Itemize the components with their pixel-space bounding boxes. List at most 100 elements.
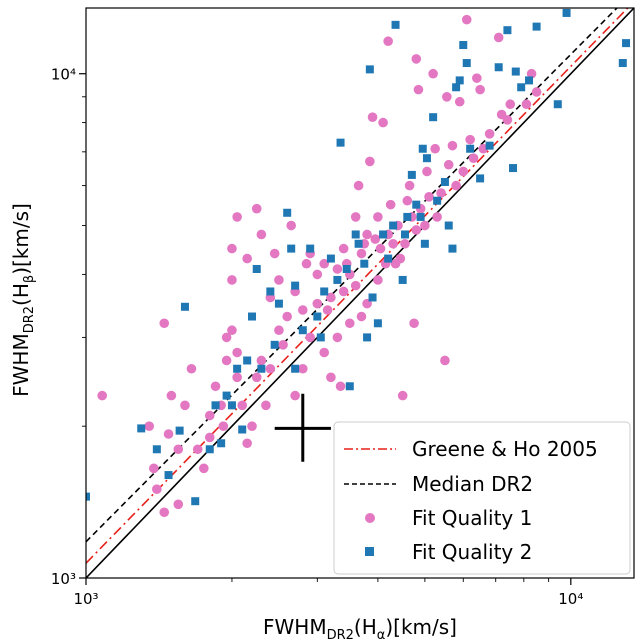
fit-quality-1-point	[227, 275, 237, 285]
fit-quality-1-point	[388, 238, 398, 249]
fit-quality-1-point	[367, 112, 378, 122]
fit-quality-2-point	[398, 275, 407, 284]
fit-quality-2-point	[476, 174, 485, 183]
fit-quality-1-point	[319, 347, 330, 358]
fit-quality-1-point	[526, 68, 537, 79]
fit-quality-2-point	[345, 382, 354, 391]
fit-quality-2-point	[494, 63, 503, 72]
fit-quality-1-point	[373, 212, 383, 222]
fit-quality-2-point	[433, 196, 442, 205]
fit-quality-1-point	[502, 115, 513, 125]
fit-quality-2-point	[525, 76, 534, 85]
x-tick-label: 10³	[73, 590, 98, 608]
fit-quality-1-point	[400, 238, 410, 249]
fit-quality-1-point	[322, 305, 333, 315]
fit-quality-1-point	[505, 99, 516, 110]
fit-quality-1-point	[149, 463, 159, 474]
fit-quality-1-point	[163, 429, 174, 439]
fit-quality-1-point	[350, 280, 361, 291]
fit-quality-2-point	[191, 497, 200, 506]
legend-marker-fit-quality-2	[365, 547, 374, 556]
fit-quality-1-point	[218, 421, 229, 431]
fit-quality-1-point	[297, 363, 308, 374]
fit-quality-1-point	[436, 188, 446, 198]
fit-quality-1-point	[256, 355, 267, 366]
fit-quality-2-point	[455, 76, 464, 85]
fit-quality-2-point	[503, 26, 512, 35]
fit-quality-2-point	[618, 59, 627, 68]
fit-quality-1-point	[232, 212, 242, 222]
fit-quality-1-point	[362, 229, 372, 240]
fit-quality-2-point	[459, 41, 468, 50]
fit-quality-1-point	[256, 229, 267, 240]
fit-quality-2-point	[517, 83, 526, 92]
x-axis-label: FWHMDR2(Hα)[km/s]	[263, 615, 457, 643]
fit-quality-1-point	[286, 220, 296, 231]
fit-quality-2-point	[418, 144, 427, 153]
fit-quality-1-point	[192, 444, 203, 455]
legend-label-greene-ho: Greene & Ho 2005	[412, 437, 598, 461]
fit-quality-1-point	[232, 347, 242, 358]
fit-quality-2-point	[336, 138, 345, 147]
fit-quality-2-point	[238, 425, 247, 434]
fit-quality-1-point	[326, 292, 336, 303]
fit-quality-1-point	[227, 325, 237, 336]
fit-quality-2-point	[291, 281, 300, 290]
fit-quality-1-point	[251, 203, 262, 214]
fit-quality-2-point	[403, 212, 412, 221]
fit-quality-2-point	[211, 401, 220, 410]
fit-quality-1-point	[468, 153, 479, 163]
fit-quality-1-point	[326, 372, 336, 383]
fit-quality-1-point	[432, 212, 442, 222]
fit-quality-1-point	[312, 269, 323, 280]
fit-quality-1-point	[454, 96, 465, 107]
fit-quality-1-point	[173, 499, 184, 510]
fit-quality-1-point	[232, 372, 242, 383]
fit-quality-2-point	[389, 221, 398, 230]
fit-quality-1-point	[493, 32, 504, 43]
legend-marker-fit-quality-1	[365, 513, 375, 523]
fit-quality-1-point	[397, 390, 408, 401]
fit-quality-1-point	[356, 311, 367, 322]
fit-quality-1-point	[447, 140, 458, 151]
fit-quality-1-point	[422, 166, 432, 177]
fit-quality-1-point	[430, 143, 440, 154]
fit-quality-1-point	[378, 117, 388, 128]
fit-quality-1-point	[186, 363, 197, 374]
fit-quality-1-point	[265, 363, 276, 374]
fit-quality-1-point	[144, 421, 154, 431]
fit-quality-1-point	[409, 318, 419, 329]
fit-quality-1-point	[442, 91, 452, 102]
fit-quality-1-point	[373, 275, 383, 285]
fit-quality-1-point	[242, 253, 252, 264]
fit-quality-1-point	[332, 264, 343, 274]
fit-quality-1-point	[404, 180, 415, 191]
x-tick-label: 10⁴	[558, 590, 583, 608]
fit-quality-2-point	[562, 8, 571, 17]
legend-label-fit-quality-2: Fit Quality 2	[412, 540, 532, 564]
fit-quality-2-point	[164, 471, 173, 480]
fit-quality-2-point	[416, 212, 425, 221]
fit-quality-2-point	[368, 293, 377, 302]
fit-quality-1-point	[344, 318, 355, 329]
fit-quality-2-point	[180, 302, 189, 311]
fit-quality-2-point	[313, 312, 322, 321]
fit-quality-1-point	[290, 390, 300, 401]
fit-quality-2-point	[342, 264, 351, 273]
legend: Greene & Ho 2005 Median DR2 Fit Quality …	[333, 421, 631, 575]
fit-quality-2-point	[291, 364, 300, 373]
fit-quality-2-point	[420, 239, 429, 248]
fit-quality-2-point	[360, 259, 369, 268]
fit-quality-2-point	[466, 144, 475, 153]
y-tick-label: 10³	[51, 570, 76, 588]
fit-quality-1-point	[166, 390, 177, 401]
fit-quality-1-point	[411, 54, 422, 64]
fit-quality-1-point	[428, 68, 438, 79]
fit-quality-2-point	[379, 230, 388, 239]
fit-quality-2-point	[252, 264, 261, 273]
fit-quality-1-point	[312, 298, 323, 309]
fit-quality-2-point	[354, 239, 363, 248]
fit-quality-2-point	[384, 254, 393, 263]
fit-quality-2-point	[401, 230, 410, 239]
fit-quality-1-point	[443, 159, 454, 170]
